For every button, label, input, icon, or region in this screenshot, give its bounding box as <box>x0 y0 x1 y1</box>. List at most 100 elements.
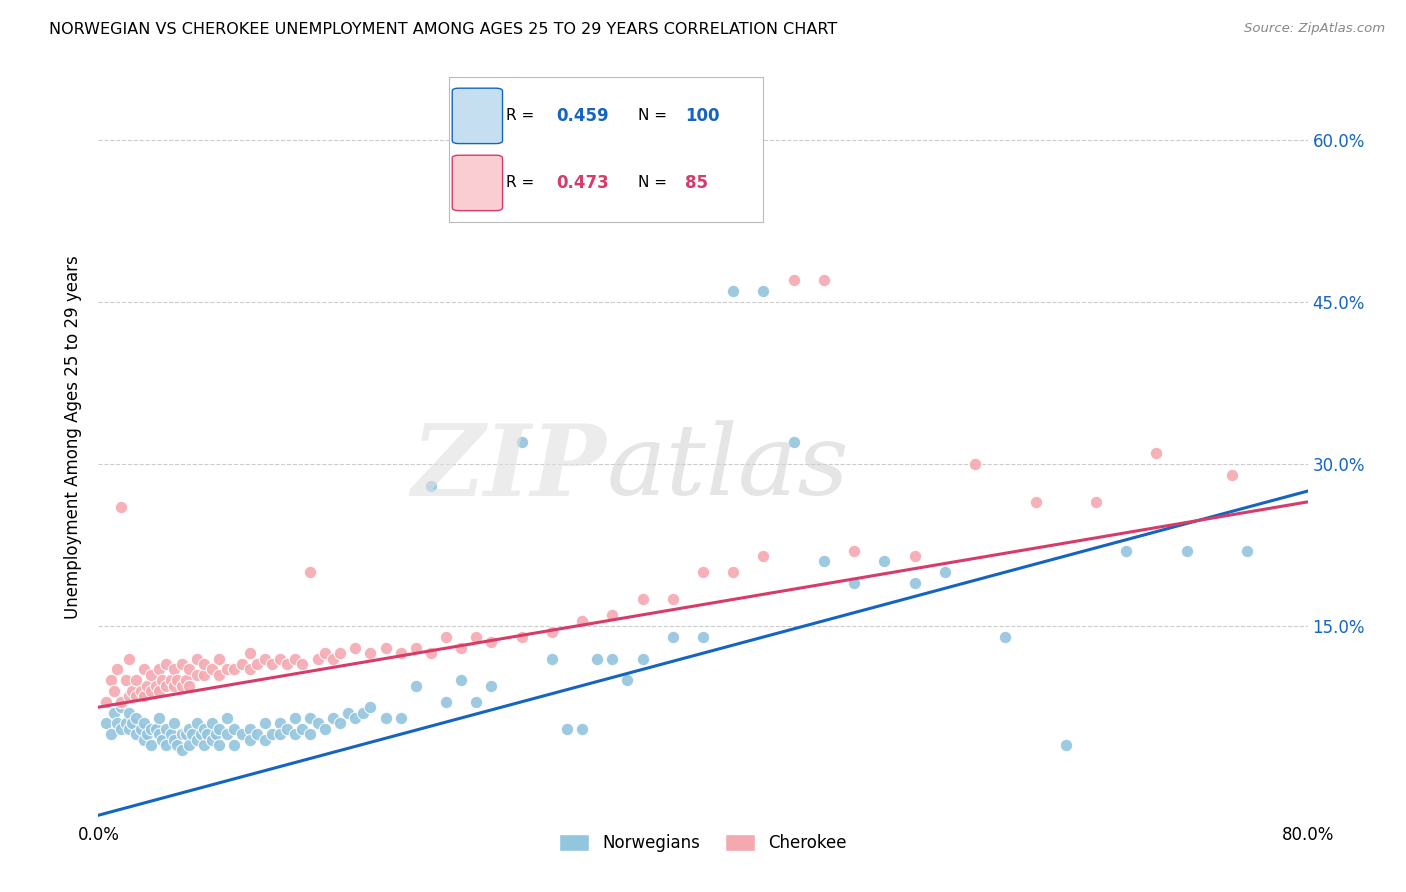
Point <box>481 679 503 693</box>
Point <box>307 716 329 731</box>
Point <box>1024 495 1046 509</box>
Point <box>329 716 352 731</box>
Point <box>231 657 253 671</box>
Point <box>129 722 152 736</box>
Point <box>465 630 488 644</box>
Point <box>166 673 188 688</box>
Point <box>571 614 593 628</box>
Point <box>661 630 683 644</box>
Point <box>1054 738 1077 752</box>
Point <box>163 716 186 731</box>
Point <box>360 700 382 714</box>
Point <box>224 662 246 676</box>
Point <box>450 640 472 655</box>
Point <box>344 711 367 725</box>
Point <box>170 657 193 671</box>
Point <box>125 673 148 688</box>
Point <box>434 695 457 709</box>
Point <box>148 727 170 741</box>
Point <box>314 646 336 660</box>
Point <box>246 657 269 671</box>
Point <box>873 554 896 568</box>
Point <box>253 651 276 665</box>
Point <box>125 727 148 741</box>
Point <box>135 679 157 693</box>
Point <box>965 457 987 471</box>
Point <box>555 722 578 736</box>
Point <box>174 727 197 741</box>
Point <box>269 716 291 731</box>
Point <box>163 679 186 693</box>
Point <box>179 662 201 676</box>
Point <box>389 646 412 660</box>
Point <box>163 732 186 747</box>
Point <box>141 738 163 752</box>
Point <box>269 727 291 741</box>
Point <box>121 716 143 731</box>
Point <box>723 284 745 298</box>
Point <box>1115 543 1137 558</box>
Point <box>208 738 231 752</box>
Point <box>132 716 155 731</box>
Point <box>94 716 117 731</box>
Point <box>193 722 215 736</box>
Point <box>239 732 262 747</box>
Point <box>616 673 638 688</box>
Point <box>481 635 503 649</box>
Point <box>215 727 238 741</box>
Point <box>276 722 298 736</box>
Point <box>103 706 125 720</box>
Point <box>602 651 624 665</box>
Point <box>661 592 683 607</box>
Point <box>201 732 224 747</box>
Point <box>1220 467 1243 482</box>
Point <box>405 679 427 693</box>
Point <box>121 684 143 698</box>
Point <box>299 727 322 741</box>
Point <box>631 651 654 665</box>
Point <box>329 646 352 660</box>
Point <box>420 646 443 660</box>
Point <box>783 273 806 287</box>
Point <box>132 662 155 676</box>
Point <box>1175 543 1198 558</box>
Point <box>155 679 177 693</box>
Point <box>752 284 775 298</box>
Point <box>186 732 208 747</box>
Point <box>110 700 132 714</box>
Point <box>322 651 344 665</box>
Point <box>284 727 307 741</box>
Point <box>450 673 472 688</box>
Point <box>692 565 714 579</box>
Point <box>291 722 314 736</box>
Point <box>193 667 215 681</box>
Point <box>405 640 427 655</box>
Point <box>100 673 122 688</box>
Point <box>155 722 177 736</box>
Point <box>299 711 322 725</box>
Text: atlas: atlas <box>606 420 849 516</box>
Point <box>94 695 117 709</box>
Point <box>844 576 866 591</box>
Point <box>141 667 163 681</box>
Point <box>170 679 193 693</box>
Point <box>148 662 170 676</box>
Point <box>114 716 136 731</box>
Text: Source: ZipAtlas.com: Source: ZipAtlas.com <box>1244 22 1385 36</box>
Point <box>262 727 284 741</box>
Point <box>352 706 374 720</box>
Point <box>752 549 775 563</box>
Point <box>314 722 336 736</box>
Point <box>105 716 128 731</box>
Point <box>253 716 276 731</box>
Point <box>1236 543 1258 558</box>
Point <box>193 657 215 671</box>
Point <box>141 722 163 736</box>
Point <box>586 651 609 665</box>
Point <box>208 667 231 681</box>
Point <box>125 711 148 725</box>
Point <box>291 657 314 671</box>
Point <box>174 673 197 688</box>
Point <box>231 727 253 741</box>
Point <box>284 651 307 665</box>
